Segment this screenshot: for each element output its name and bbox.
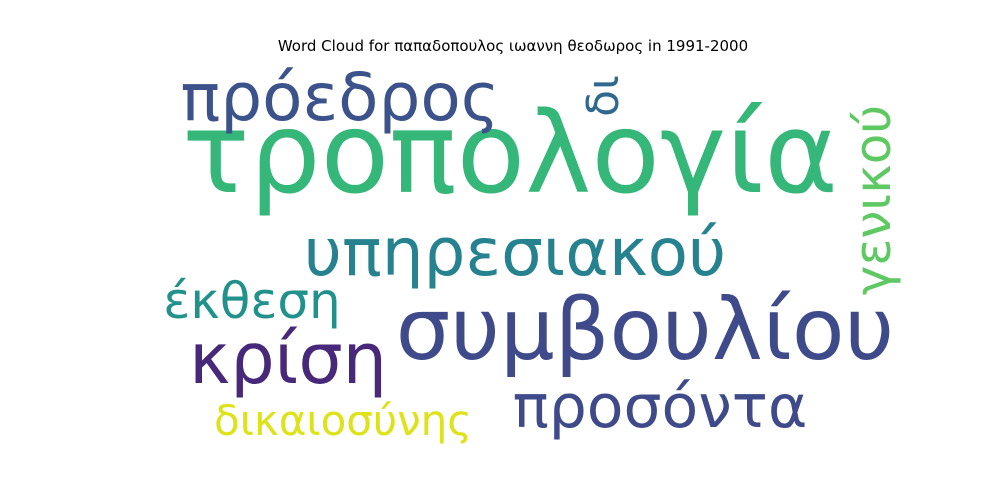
chart-title: Word Cloud for παπαδοπουλος ιωαννη θεοδω… (277, 37, 749, 55)
word-proedros: πρόεδρος (180, 59, 499, 136)
word-symvouliou: συμβουλίου (396, 280, 895, 380)
word-ypiresiakou: υπηρεσιακού (304, 214, 726, 291)
word-prosonta: προσόντα (513, 372, 808, 442)
word-dikaiosynis: δικαιοσύνης (214, 396, 472, 445)
word-krisi: κρίση (189, 318, 387, 400)
word-ekthesi: έκθεση (163, 272, 341, 330)
word-di: δι (578, 75, 629, 117)
word-genikou: γενικού (844, 105, 902, 295)
word-troplogia: τροπολογία (182, 89, 838, 219)
